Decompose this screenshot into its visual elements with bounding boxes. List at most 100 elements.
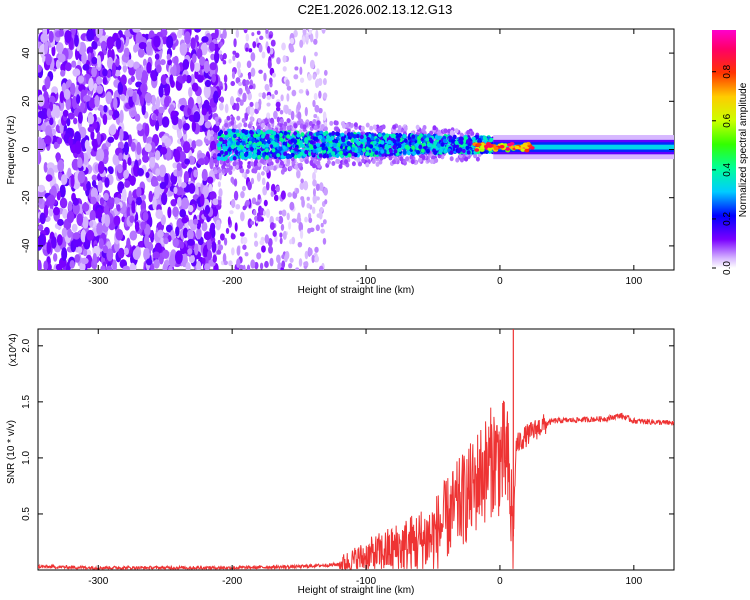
heat-cell: [129, 215, 135, 223]
heat-cell: [201, 168, 208, 182]
heat-cell: [268, 77, 273, 85]
heat-cell: [199, 193, 205, 207]
heat-cell: [260, 122, 265, 128]
heat-cell: [285, 79, 290, 87]
heat-cell: [314, 255, 320, 263]
colorbar-tick-label: 0.8: [722, 64, 733, 78]
heat-cell: [102, 148, 109, 158]
heat-cell: [133, 164, 138, 174]
heat-cell: [231, 247, 235, 256]
heat-cell: [196, 96, 202, 105]
heat-cell: [312, 194, 318, 204]
heat-cell: [217, 239, 221, 245]
heat-cell: [234, 164, 239, 170]
heat-cell: [67, 200, 73, 213]
heat-cell: [370, 136, 375, 141]
heat-cell: [182, 58, 190, 70]
heat-cell: [240, 191, 245, 199]
heat-cell: [264, 83, 270, 91]
heat-cell: [95, 29, 103, 39]
heat-cell: [242, 205, 247, 211]
heat-cell: [380, 149, 385, 154]
heat-cell: [302, 124, 307, 130]
heat-cell: [161, 249, 170, 259]
heat-cell: [246, 163, 251, 169]
heat-cell: [459, 157, 464, 163]
heat-cell: [67, 167, 72, 179]
heat-cell: [200, 42, 208, 56]
heat-cell: [187, 96, 194, 109]
heat-cell: [266, 181, 270, 191]
heat-cell: [288, 165, 293, 171]
heat-cell: [250, 52, 256, 62]
heat-cell: [285, 154, 290, 160]
heat-cell: [267, 237, 273, 247]
heat-cell: [213, 90, 219, 104]
heat-cell: [365, 151, 370, 156]
heat-cell: [92, 253, 98, 266]
heat-cell: [255, 201, 261, 206]
heat-cell: [322, 131, 327, 136]
heat-cell: [142, 154, 150, 163]
heat-cell: [217, 168, 222, 174]
heat-cell: [448, 135, 453, 140]
heat-cell: [249, 106, 255, 117]
heat-cell: [262, 186, 268, 196]
heat-cell: [514, 145, 520, 150]
heat-cell: [312, 188, 316, 197]
heat-cell: [244, 130, 249, 135]
heat-cell: [239, 99, 244, 106]
heat-cell: [250, 67, 256, 77]
heat-cell: [235, 77, 241, 84]
spectrogram-heat-layer: [38, 29, 674, 270]
heat-cell: [223, 74, 228, 83]
heat-cell: [493, 146, 499, 151]
heat-cell: [440, 142, 445, 147]
heat-cell: [233, 38, 237, 48]
heat-cell: [38, 94, 45, 107]
heat-cell: [96, 131, 101, 145]
heat-cell: [439, 148, 444, 153]
heat-cell: [281, 260, 286, 269]
heat-cell: [449, 129, 454, 135]
heat-cell: [309, 227, 315, 233]
heat-cell: [253, 168, 258, 174]
heat-cell: [48, 30, 54, 43]
heat-cell: [138, 41, 147, 50]
heat-cell: [112, 153, 120, 166]
heat-cell: [232, 55, 236, 61]
heat-cell: [506, 142, 512, 147]
heat-cell: [192, 53, 197, 64]
heat-cell: [38, 64, 43, 73]
heat-cell: [220, 133, 225, 139]
heat-cell: [178, 151, 187, 163]
heat-cell: [410, 159, 415, 165]
heat-cell: [264, 260, 269, 268]
heat-cell: [188, 87, 193, 98]
heat-cell: [309, 33, 314, 43]
heat-cell: [225, 227, 230, 234]
heat-cell: [38, 224, 44, 232]
heat-cell: [199, 56, 206, 66]
heat-cell: [116, 204, 121, 211]
heat-cell: [299, 77, 305, 83]
chart-title: C2E1.2026.002.13.12.G13: [297, 2, 453, 17]
heat-cell: [193, 29, 202, 33]
heat-cell: [233, 178, 238, 187]
heat-cell: [43, 135, 52, 145]
heat-cell: [290, 47, 295, 53]
heat-cell: [272, 131, 277, 136]
heat-cell: [298, 221, 304, 232]
heat-cell: [286, 134, 291, 139]
snr-y-label: SNR (10 * v/v): [6, 420, 17, 484]
heat-cell: [153, 259, 160, 269]
heat-cell: [302, 55, 307, 65]
heat-cell: [388, 155, 393, 161]
heat-cell: [308, 247, 313, 256]
heat-cell: [238, 264, 244, 270]
heat-cell: [236, 245, 241, 256]
heat-cell: [202, 185, 209, 198]
heat-cell: [297, 101, 301, 111]
heat-cell: [454, 128, 459, 134]
heat-cell: [227, 216, 231, 226]
